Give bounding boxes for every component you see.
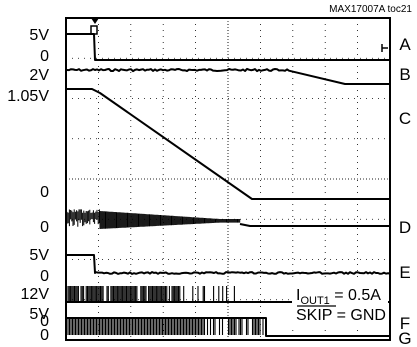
ref-label-d-zero: 0 [40, 219, 49, 236]
ref-label-b-high: 2V [29, 67, 49, 84]
current-condition: IOUT1 = 0.5A [296, 287, 381, 307]
ref-label-c-high: 1.05V [7, 88, 49, 105]
trace-letters: A B C D E F G [398, 35, 411, 347]
trace-d-burst [66, 209, 241, 229]
ref-label-f-high: 12V [21, 286, 50, 303]
figure-id: MAX17007A toc21 [329, 4, 412, 15]
trace-e-line [67, 254, 391, 275]
trace-letter-b: B [399, 65, 410, 84]
ref-label-g-high: 5V [29, 306, 49, 323]
trace-c-line [67, 88, 390, 200]
current-label: I [296, 287, 300, 304]
trace-letter-d: D [399, 218, 411, 237]
trace-letter-e: E [399, 263, 410, 282]
trace-d-line [239, 223, 390, 227]
current-value: = 0.5A [330, 287, 381, 304]
level-marker [381, 44, 388, 52]
ref-label-f-zero: 0 [40, 313, 49, 330]
skip-value: = GND [332, 307, 386, 324]
trace-letter-c: C [399, 109, 411, 128]
trace-g-pulses [67, 318, 264, 335]
conditions-annotation: IOUT1 = 0.5A SKIP = GND [292, 280, 388, 326]
trigger-marker [90, 18, 99, 35]
ref-label-e-high: 5V [29, 247, 49, 264]
skip-condition: SKIP = GND [296, 307, 386, 324]
trace-b-line [66, 67, 390, 85]
plot-frame [65, 17, 391, 341]
ref-label-c-zero: 0 [40, 184, 49, 201]
trace-letter-g: G [398, 329, 411, 347]
ref-label-a-zero: 0 [40, 48, 49, 65]
ref-labels: 5V 0 2V 1.05V 0 0 5V 0 12V 0 5V 0 [7, 27, 49, 344]
trace-f-spikes [67, 286, 235, 302]
ref-label-g-zero: 0 [40, 327, 49, 344]
skip-label: SKIP [296, 307, 332, 324]
trace-letter-a: A [399, 35, 411, 54]
trace-a-line [67, 33, 390, 61]
current-subscript: OUT1 [300, 295, 329, 307]
ref-label-e-zero: 0 [40, 268, 49, 285]
trace-letter-f: F [400, 314, 410, 333]
trace-g-line [67, 317, 390, 337]
ref-label-a-high: 5V [29, 27, 49, 44]
